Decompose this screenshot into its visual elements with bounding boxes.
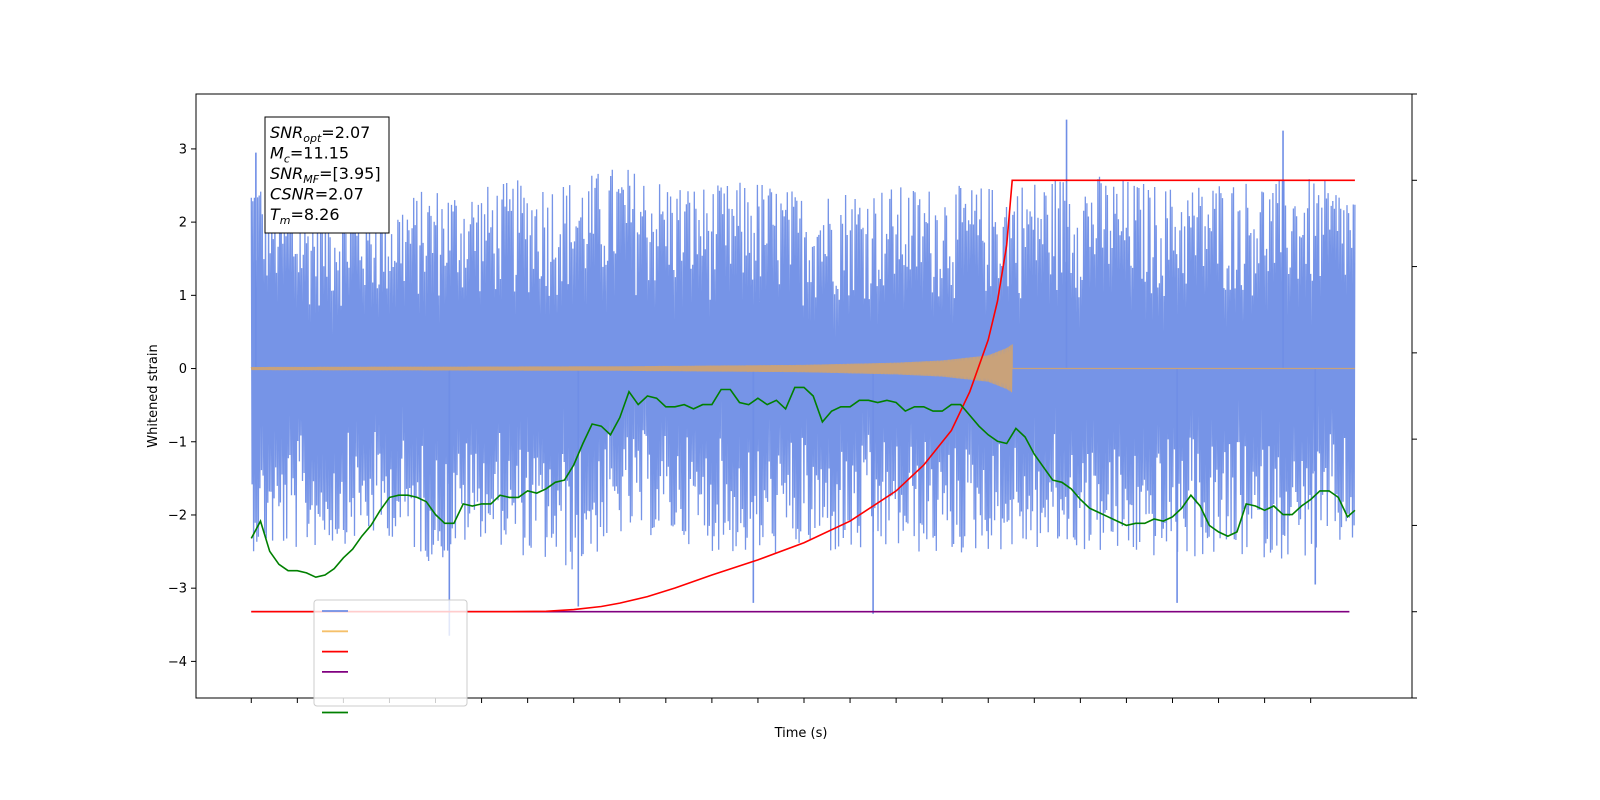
annotation-line-1-symbol: M [270, 144, 284, 163]
y-axis-right [1412, 93, 1417, 699]
annotation-line-2-value: =[3.95] [319, 164, 381, 183]
y-left-tick-label-6: 2 [179, 216, 187, 231]
legend-frame [313, 599, 468, 707]
y-axis-label: Whitened strain [146, 344, 161, 447]
series-1-line [250, 344, 1355, 393]
annotation-frame [264, 116, 390, 234]
annotation-line-4-symbol: T [270, 205, 281, 224]
series-layer [250, 119, 1356, 636]
annotation-line-2: SNRMF=[3.95] [270, 164, 381, 186]
y-left-tick-label-4: 0 [179, 362, 187, 377]
y-axis-left: −4 −3 −2 −1 0 1 2 3 [168, 142, 196, 670]
annotation-line-4-subscript: m [280, 214, 291, 227]
annotation-line-2-symbol: SNR [270, 164, 303, 183]
annotation-line-4: Tm=8.26 [270, 205, 340, 227]
annotation-line-1: Mc=11.15 [270, 144, 349, 166]
y-left-tick-label-0: −4 [168, 655, 187, 670]
annotation-line-0: SNRopt=2.07 [270, 123, 370, 145]
y-left-tick-label-3: −1 [168, 435, 187, 450]
annotation-line-2-subscript: MF [303, 173, 319, 186]
annotation-line-0-subscript: opt [303, 132, 322, 145]
annotation-line-4-value: =8.26 [291, 205, 340, 224]
annotation-line-3-value: =2.07 [315, 185, 364, 204]
series-5-line [250, 386, 1356, 579]
y-left-tick-label-1: −3 [168, 582, 187, 597]
legend [313, 599, 468, 714]
y-left-tick-label-2: −2 [168, 508, 187, 523]
annotation-line-3-symbol: CSNR [270, 185, 315, 204]
annotation-line-1-subscript: c [284, 153, 290, 166]
series-2-line [251, 179, 1355, 613]
y-left-tick-label-5: 1 [179, 289, 187, 304]
annotation-box: SNRopt=2.07Mc=11.15SNRMF=[3.95]CSNR=2.07… [264, 116, 390, 234]
x-axis-label: Time (s) [774, 726, 828, 741]
annotation-line-3: CSNR=2.07 [270, 185, 364, 204]
annotation-line-0-symbol: SNR [270, 123, 303, 142]
annotation-line-1-value: =11.15 [290, 144, 349, 163]
y-left-tick-label-7: 3 [179, 142, 187, 157]
series-0-line [250, 169, 1356, 570]
annotation-line-0-value: =2.07 [321, 123, 370, 142]
